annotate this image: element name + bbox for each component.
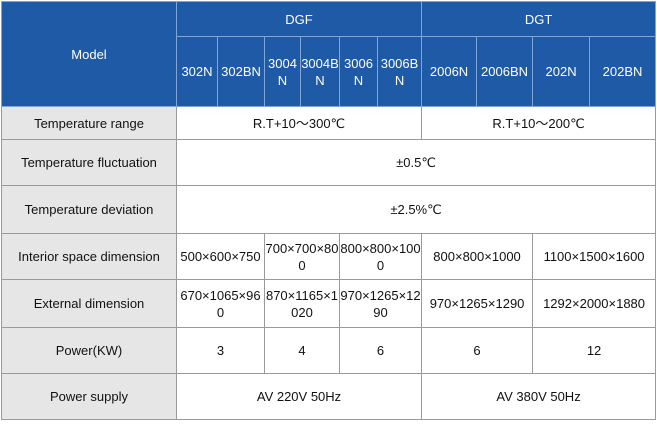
header-row-groups: Model DGF DGT <box>1 1 657 107</box>
row-external-dimension: External dimension 670×1065×960 870×1165… <box>1 279 657 328</box>
cell-external-dim-2006: 970×1265×1290 <box>421 279 534 328</box>
row-label-external-dimension: External dimension <box>1 279 177 328</box>
cell-power-202: 12 <box>532 327 657 374</box>
cell-temperature-range-dgf: R.T+10～300℃ <box>175 106 423 140</box>
row-label-power: Power(KW) <box>1 327 177 374</box>
header-model-302n: 302N <box>176 36 218 107</box>
cell-interior-dim-302: 500×600×750 <box>176 233 265 280</box>
header-model: Model <box>1 1 177 107</box>
header-model-2006n: 2006N <box>421 36 478 107</box>
header-model-202bn: 202BN <box>589 36 657 107</box>
cell-external-dim-202: 1292×2000×1880 <box>532 279 657 328</box>
cell-power-302: 3 <box>176 327 265 374</box>
row-interior-space-dimension: Interior space dimension 500×600×750 700… <box>1 233 657 280</box>
cell-power-2006: 6 <box>421 327 534 374</box>
header-model-2006bn: 2006BN <box>476 36 534 107</box>
header-model-3006n: 3006N <box>339 36 378 107</box>
row-power: Power(KW) 3 4 6 6 12 <box>1 327 657 374</box>
header-model-3006bn: 3006BN <box>376 36 423 107</box>
cell-power-supply-dgf: AV 220V 50Hz <box>175 373 423 420</box>
cell-interior-dim-2006: 800×800×1000 <box>421 233 534 280</box>
row-power-supply: Power supply AV 220V 50Hz AV 380V 50Hz <box>1 373 657 420</box>
header-group-dgf: DGF <box>175 1 423 37</box>
cell-power-supply-dgt: AV 380V 50Hz <box>421 373 657 420</box>
cell-temperature-range-dgt: R.T+10～200℃ <box>421 106 657 140</box>
row-temperature-deviation: Temperature deviation ±2.5%℃ <box>1 185 657 234</box>
header-row-models: 302N 302BN 3004N 3004BN 3006N 3006BN 200… <box>2 36 657 107</box>
header-model-202n: 202N <box>532 36 591 107</box>
row-label-interior-space-dimension: Interior space dimension <box>1 233 177 280</box>
cell-external-dim-3004: 870×1165×1020 <box>264 279 340 328</box>
row-temperature-fluctuation: Temperature fluctuation ±0.5℃ <box>1 139 657 186</box>
row-label-power-supply: Power supply <box>1 373 177 420</box>
row-label-temperature-range: Temperature range <box>1 106 177 140</box>
cell-interior-dim-3006: 800×800×1000 <box>338 233 423 280</box>
header-model-302bn: 302BN <box>217 36 265 107</box>
cell-temperature-deviation: ±2.5%℃ <box>175 185 657 234</box>
cell-power-3004: 4 <box>264 327 340 374</box>
cell-temperature-fluctuation: ±0.5℃ <box>175 139 657 186</box>
header-model-3004bn: 3004BN <box>300 36 340 107</box>
cell-external-dim-3006: 970×1265×1290 <box>338 279 423 328</box>
row-label-temperature-fluctuation: Temperature fluctuation <box>1 139 177 186</box>
cell-interior-dim-202: 1100×1500×1600 <box>532 233 657 280</box>
header-group-dgt: DGT <box>421 1 657 37</box>
cell-power-3006: 6 <box>338 327 423 374</box>
row-label-temperature-deviation: Temperature deviation <box>1 185 177 234</box>
row-temperature-range: Temperature range R.T+10～300℃ R.T+10～200… <box>1 106 657 140</box>
header-model-3004n: 3004N <box>264 36 301 107</box>
cell-external-dim-302: 670×1065×960 <box>176 279 265 328</box>
cell-interior-dim-3004: 700×700×800 <box>264 233 340 280</box>
